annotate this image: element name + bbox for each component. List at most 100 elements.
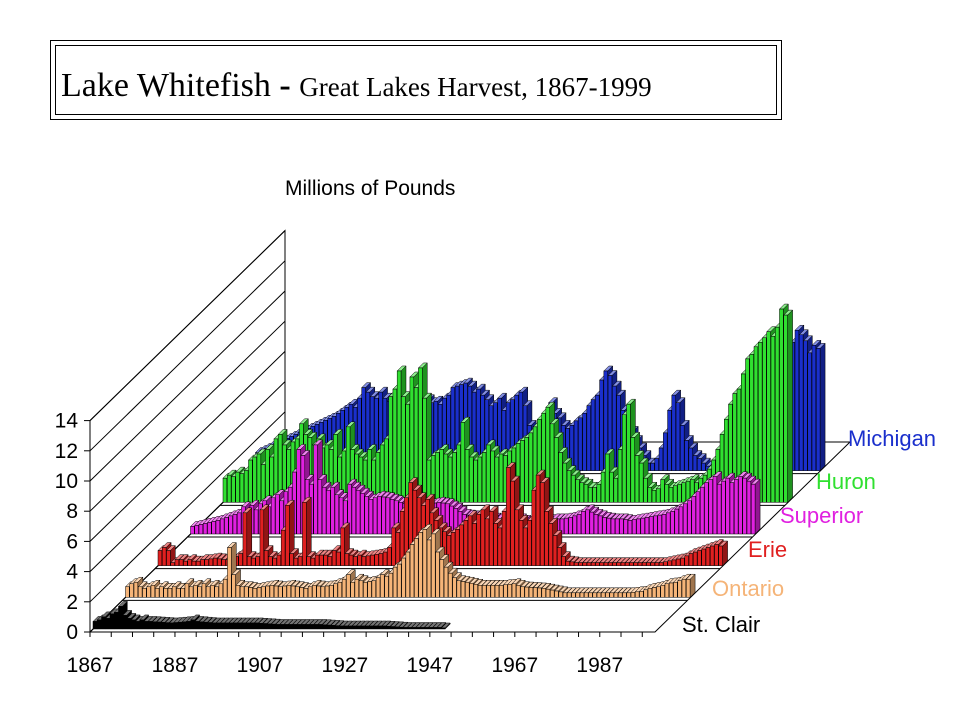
bar bbox=[237, 622, 242, 630]
bar bbox=[564, 517, 569, 535]
bar bbox=[653, 515, 658, 535]
bar bbox=[507, 583, 512, 598]
bar bbox=[241, 622, 246, 630]
bar bbox=[571, 592, 576, 598]
bar bbox=[490, 450, 495, 503]
bar bbox=[232, 514, 238, 535]
bar bbox=[718, 545, 723, 566]
bar bbox=[276, 554, 282, 566]
bar bbox=[463, 520, 468, 566]
bar bbox=[552, 535, 558, 566]
series-label: St. Clair bbox=[682, 612, 760, 637]
bar bbox=[688, 553, 694, 566]
bar bbox=[549, 423, 555, 503]
bar bbox=[245, 622, 251, 630]
bar bbox=[676, 558, 681, 566]
bar bbox=[176, 588, 181, 598]
bar bbox=[678, 506, 684, 535]
bar bbox=[290, 585, 296, 598]
bar bbox=[568, 517, 573, 535]
bar bbox=[640, 517, 645, 535]
bar bbox=[167, 588, 173, 598]
bar bbox=[262, 623, 267, 630]
bar bbox=[256, 453, 262, 503]
bar bbox=[591, 562, 596, 566]
bar bbox=[511, 583, 517, 598]
bar bbox=[575, 479, 580, 503]
bar bbox=[622, 414, 627, 503]
y-gridline bbox=[89, 411, 286, 603]
bar bbox=[622, 592, 627, 598]
bar bbox=[272, 557, 277, 566]
bar bbox=[654, 562, 660, 566]
bar bbox=[222, 477, 228, 503]
bar bbox=[135, 621, 140, 630]
bar bbox=[664, 583, 670, 598]
bar bbox=[382, 551, 388, 566]
bar bbox=[384, 575, 389, 598]
bar bbox=[554, 590, 559, 598]
bar bbox=[364, 496, 369, 535]
bar bbox=[224, 517, 229, 535]
bar bbox=[139, 619, 144, 630]
bar bbox=[450, 532, 456, 566]
bar bbox=[307, 586, 313, 598]
bar bbox=[619, 518, 624, 535]
bar bbox=[243, 470, 249, 503]
bar bbox=[251, 557, 256, 566]
bar bbox=[489, 511, 494, 566]
bar bbox=[372, 497, 378, 535]
bar bbox=[571, 474, 576, 503]
bar bbox=[316, 585, 321, 598]
bar bbox=[520, 440, 525, 503]
bar bbox=[263, 550, 269, 566]
bar bbox=[255, 556, 260, 566]
bar bbox=[639, 462, 644, 503]
bar bbox=[388, 572, 393, 598]
bar bbox=[407, 627, 412, 630]
bar bbox=[143, 621, 149, 630]
bar bbox=[395, 532, 400, 566]
bar bbox=[405, 551, 410, 598]
bar bbox=[586, 562, 592, 566]
bar bbox=[498, 453, 504, 503]
bar bbox=[381, 625, 386, 630]
bar bbox=[133, 581, 139, 598]
bar bbox=[537, 587, 542, 598]
bar bbox=[220, 622, 225, 630]
bar bbox=[254, 622, 259, 630]
bar bbox=[669, 582, 674, 598]
bar bbox=[296, 624, 301, 630]
bar bbox=[799, 334, 804, 471]
bar bbox=[271, 623, 276, 630]
bar bbox=[288, 624, 293, 630]
bar bbox=[441, 627, 446, 630]
bar bbox=[680, 557, 685, 566]
bar bbox=[700, 486, 705, 535]
bar bbox=[191, 560, 197, 566]
bar bbox=[280, 529, 286, 566]
bar bbox=[409, 544, 415, 598]
bar bbox=[673, 485, 678, 503]
bar bbox=[286, 585, 292, 598]
bar bbox=[169, 622, 174, 630]
bar bbox=[680, 425, 685, 471]
bar bbox=[370, 554, 375, 566]
bar bbox=[459, 524, 464, 566]
bar bbox=[639, 591, 644, 598]
bar bbox=[701, 548, 706, 566]
bar bbox=[177, 621, 183, 630]
bar bbox=[586, 405, 591, 471]
bar bbox=[150, 585, 156, 598]
bar bbox=[414, 538, 419, 598]
bar bbox=[431, 533, 436, 598]
bar bbox=[574, 562, 579, 566]
bar bbox=[401, 557, 406, 598]
bar bbox=[635, 591, 640, 598]
bar bbox=[330, 625, 335, 630]
y-tick-label: 12 bbox=[55, 440, 78, 463]
bar bbox=[582, 413, 587, 471]
bar bbox=[540, 482, 545, 566]
bar bbox=[422, 397, 427, 503]
bar bbox=[337, 581, 342, 598]
